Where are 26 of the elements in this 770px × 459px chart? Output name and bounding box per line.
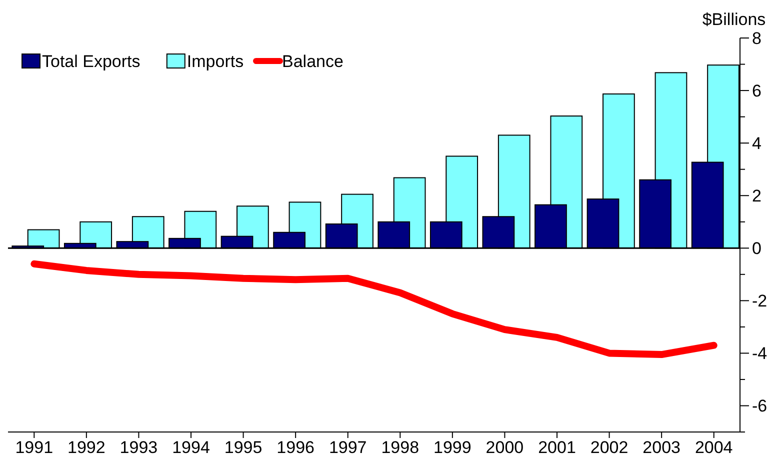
x-tick-label: 1992: [68, 438, 106, 458]
x-tick-label: 1997: [328, 438, 367, 458]
y-axis-title: $Billions: [702, 10, 766, 29]
x-tick-label: 2004: [694, 438, 733, 458]
y-tick-label: 8: [752, 28, 762, 48]
y-tick-label: 6: [752, 81, 762, 100]
y-tick-label: -2: [752, 292, 768, 311]
x-tick-label: 2000: [486, 438, 524, 458]
y-tick-label: 4: [752, 134, 762, 154]
x-tick-label: 1991: [15, 438, 54, 458]
x-tick-label: 2001: [538, 438, 576, 458]
y-tick-label: 2: [752, 186, 762, 206]
x-tick-label: 1993: [120, 438, 158, 458]
y-tick-label: -4: [752, 344, 768, 364]
legend-label: Imports: [186, 52, 244, 71]
legend-label: Balance: [282, 52, 344, 71]
x-tick-label: 1995: [224, 438, 262, 458]
x-tick-label: 1998: [381, 438, 420, 458]
y-tick-label: -6: [752, 396, 768, 416]
x-tick-label: 1994: [172, 438, 210, 458]
x-tick-label: 2003: [642, 438, 680, 458]
x-tick-label: 1999: [434, 438, 472, 458]
y-tick-label: 0: [752, 239, 762, 258]
x-tick-label: 2002: [590, 438, 628, 458]
legend-label: Total Exports: [42, 52, 140, 71]
x-tick-label: 1996: [276, 438, 314, 458]
